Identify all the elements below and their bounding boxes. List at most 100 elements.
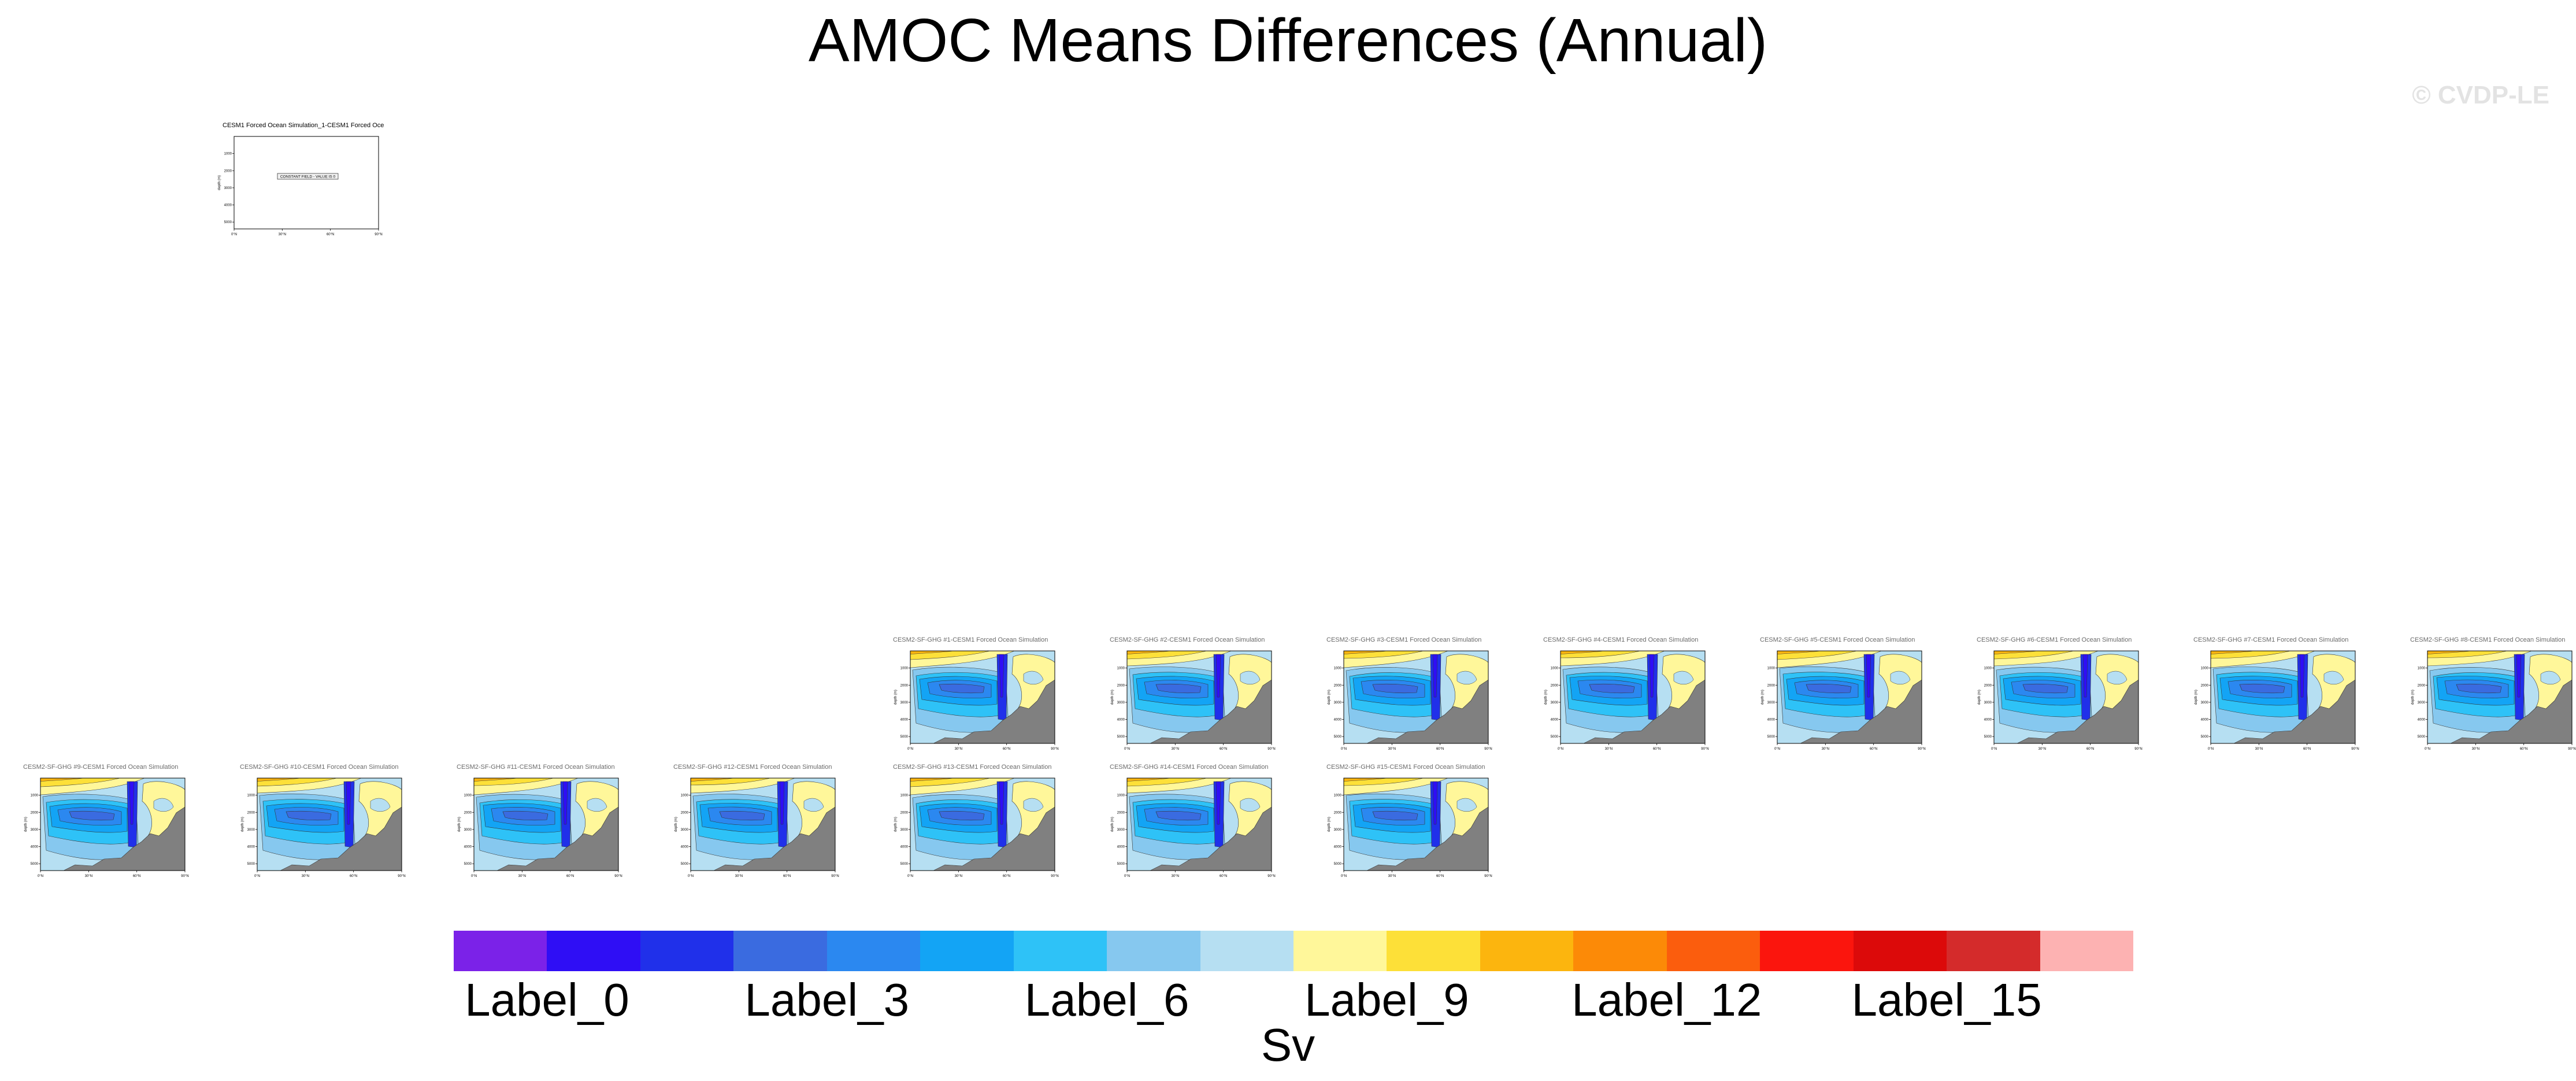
y-tick-label: 5000 <box>1334 735 1342 739</box>
y-tick-label: 2000 <box>900 684 909 687</box>
colorbar-segment <box>920 931 1014 971</box>
y-axis-label: depth (m) <box>1111 817 1114 832</box>
x-tick-label: 0°N <box>1774 747 1780 751</box>
colorbar-segment <box>1387 931 1481 971</box>
x-tick-label: 60°N <box>1220 875 1227 878</box>
map-panel: CESM2-SF-GHG #8-CESM1 Forced Ocean Simul… <box>2410 636 2576 751</box>
x-tick-label: 30°N <box>2472 747 2479 751</box>
x-tick-label: 90°N <box>1484 875 1492 878</box>
y-tick-label: 2000 <box>464 811 472 815</box>
x-tick-label: 60°N <box>350 875 357 878</box>
colorbar-label: Label_3 <box>744 974 910 1026</box>
map-panel: CESM1 Forced Ocean Simulation_1-CESM1 Fo… <box>217 121 384 237</box>
x-tick-label: 0°N <box>1124 747 1130 751</box>
y-tick-label: 4000 <box>1117 846 1125 849</box>
y-tick-label: 1000 <box>1117 794 1125 798</box>
y-tick-label: 3000 <box>224 187 232 190</box>
panel-title: CESM2-SF-GHG #10-CESM1 Forced Ocean Simu… <box>240 764 399 771</box>
y-tick-label: 2000 <box>1334 684 1342 687</box>
x-tick-label: 0°N <box>1341 747 1347 751</box>
contour-field <box>690 778 836 871</box>
x-tick-label: 60°N <box>1870 747 1877 751</box>
contour-field <box>1343 650 1489 744</box>
panel-title: CESM2-SF-GHG #9-CESM1 Forced Ocean Simul… <box>23 764 179 771</box>
panel-plot: depth (m) 1000 2000 3000 4000 5000 0°N 30°N 60°N… <box>1111 778 1276 878</box>
x-tick-label: 0°N <box>1558 747 1563 751</box>
x-tick-label: 60°N <box>1436 747 1444 751</box>
y-axis-label: depth (m) <box>1111 690 1114 705</box>
colorbar-segment <box>1200 931 1294 971</box>
panel-plot: depth (m) 1000 2000 3000 4000 5000 0°N 30°N 60°N… <box>1328 778 1492 878</box>
y-tick-label: 1000 <box>247 794 255 798</box>
y-tick-label: 3000 <box>31 828 39 832</box>
colorbar-segment <box>1107 931 1201 971</box>
empty-plot-area: CONSTANT FIELD - VALUE IS 0 <box>233 136 379 229</box>
panel-plot: depth (m) CONSTANT FIELD - VALUE IS 0 1000… <box>218 136 383 236</box>
y-tick-label: 4000 <box>900 846 909 849</box>
y-tick-label: 2000 <box>224 169 232 173</box>
y-tick-label: 1000 <box>1334 794 1342 798</box>
colorbar-segment <box>454 931 547 971</box>
x-tick-label: 90°N <box>1701 747 1708 751</box>
x-tick-label: 90°N <box>375 233 382 236</box>
y-tick-label: 3000 <box>1117 828 1125 832</box>
y-tick-label: 5000 <box>1984 735 1992 739</box>
y-tick-label: 3000 <box>2201 701 2209 705</box>
y-tick-label: 1000 <box>1551 667 1559 671</box>
x-tick-label: 0°N <box>2425 747 2430 751</box>
x-tick-label: 30°N <box>955 875 962 878</box>
panel-title: CESM2-SF-GHG #1-CESM1 Forced Ocean Simul… <box>893 636 1048 643</box>
y-axis-label: depth (m) <box>1761 690 1765 705</box>
x-tick-label: 90°N <box>1918 747 1925 751</box>
panel-title: CESM2-SF-GHG #2-CESM1 Forced Ocean Simul… <box>1110 636 1265 643</box>
panel-plot: depth (m) 1000 2000 3000 4000 5000 0°N 30°N 60°N… <box>1761 650 1926 751</box>
map-panel: CESM2-SF-GHG #5-CESM1 Forced Ocean Simul… <box>1760 636 1926 751</box>
colorbar-segment <box>1666 931 1760 971</box>
x-tick-label: 30°N <box>279 233 286 236</box>
map-panel: CESM2-SF-GHG #6-CESM1 Forced Ocean Simul… <box>1977 636 2143 751</box>
contour-field <box>1126 650 1272 744</box>
y-tick-label: 2000 <box>31 811 39 815</box>
panel-plot: depth (m) 1000 2000 3000 4000 5000 0°N 30°N 60°N… <box>24 778 189 878</box>
y-axis-label: depth (m) <box>2411 690 2415 705</box>
panel-plot: depth (m) 1000 2000 3000 4000 5000 0°N 30°N 60°N… <box>1544 650 1709 751</box>
x-tick-label: 90°N <box>2568 747 2575 751</box>
colorbar-segment <box>1573 931 1667 971</box>
colorbar-segment <box>826 931 921 971</box>
x-tick-label: 90°N <box>398 875 405 878</box>
y-axis-label: depth (m) <box>241 817 244 832</box>
map-panel: CESM2-SF-GHG #4-CESM1 Forced Ocean Simul… <box>1543 636 1709 751</box>
y-axis-label: depth (m) <box>1328 690 1331 705</box>
panel-title: CESM2-SF-GHG #4-CESM1 Forced Ocean Simul… <box>1543 636 1699 643</box>
y-tick-label: 3000 <box>1117 701 1125 705</box>
colorbar-label: Label_0 <box>465 974 629 1026</box>
y-tick-label: 1000 <box>900 667 909 671</box>
y-tick-label: 1000 <box>2201 667 2209 671</box>
colorbar <box>454 931 2134 971</box>
contour-field <box>910 778 1055 871</box>
y-tick-label: 3000 <box>2418 701 2426 705</box>
map-panel: CESM2-SF-GHG #12-CESM1 Forced Ocean Simu… <box>673 763 839 879</box>
x-tick-label: 0°N <box>38 875 43 878</box>
y-tick-label: 5000 <box>464 862 472 866</box>
y-tick-label: 2000 <box>900 811 909 815</box>
panel-title: CESM2-SF-GHG #14-CESM1 Forced Ocean Simu… <box>1110 764 1269 771</box>
x-tick-label: 30°N <box>302 875 309 878</box>
y-axis-label: depth (m) <box>1978 690 1981 705</box>
y-tick-label: 4000 <box>31 846 39 849</box>
map-panel: CESM2-SF-GHG #1-CESM1 Forced Ocean Simul… <box>893 636 1059 751</box>
x-tick-label: 30°N <box>1172 747 1179 751</box>
y-tick-label: 2000 <box>1117 684 1125 687</box>
panel-title: CESM2-SF-GHG #3-CESM1 Forced Ocean Simul… <box>1326 636 1482 643</box>
y-tick-label: 4000 <box>1334 846 1342 849</box>
x-tick-label: 30°N <box>735 875 743 878</box>
y-tick-label: 4000 <box>1117 719 1125 722</box>
panel-plot: depth (m) 1000 2000 3000 4000 5000 0°N 30°N 60°N… <box>1328 650 1492 751</box>
panel-plot: depth (m) 1000 2000 3000 4000 5000 0°N 30°N 60°N… <box>1111 650 1276 751</box>
panel-title: CESM2-SF-GHG #7-CESM1 Forced Ocean Simul… <box>2193 636 2349 643</box>
y-tick-label: 2000 <box>1551 684 1559 687</box>
y-tick-label: 4000 <box>900 719 909 722</box>
x-tick-label: 60°N <box>2086 747 2094 751</box>
y-tick-label: 5000 <box>1117 735 1125 739</box>
x-tick-label: 30°N <box>1388 747 1396 751</box>
